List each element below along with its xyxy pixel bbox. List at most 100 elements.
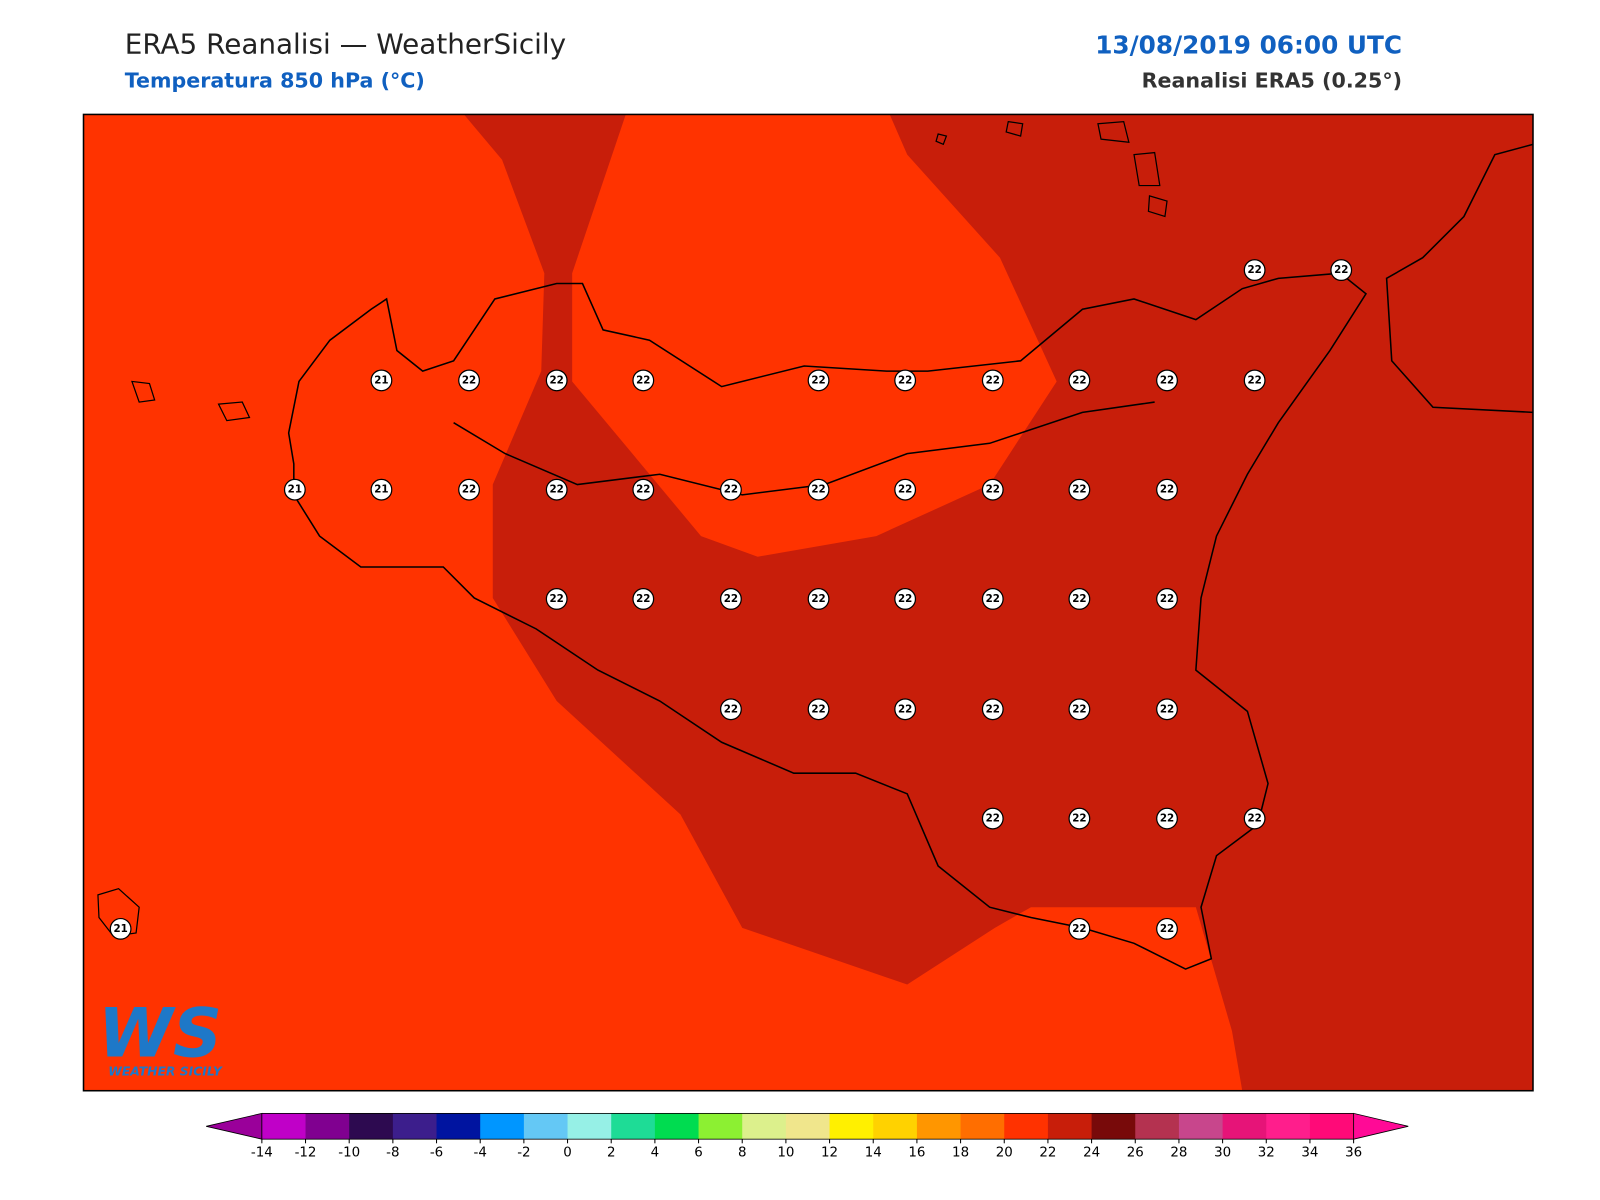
station: 22 [1243, 259, 1266, 282]
colorbar-tick-label: 2 [607, 1146, 616, 1161]
colorbar-tick-label: -14 [251, 1146, 273, 1161]
station-value: 22 [811, 484, 825, 496]
station: 22 [545, 588, 568, 610]
map: 22 22 21 22 22 22 22 22 22 22 22 22 21 21 22 22 22 22 22 22… [82, 113, 1534, 1092]
colorbar-tick-label: 22 [1039, 1146, 1056, 1161]
colorbar-tick-label: -10 [338, 1146, 360, 1161]
colorbar-tick-label: 10 [777, 1146, 794, 1161]
station-marker [894, 478, 917, 501]
station-marker [1068, 588, 1091, 610]
colorbar-swatch [1135, 1113, 1180, 1140]
datetime: 13/08/2019 06:00 UTC [1095, 31, 1402, 60]
station-marker [1243, 369, 1266, 392]
station: 22 [1068, 588, 1091, 610]
station-marker [1156, 369, 1178, 392]
station-value: 22 [462, 374, 476, 386]
station-marker [894, 588, 917, 610]
colorbar-tick-label: -6 [430, 1146, 443, 1161]
colorbar-tick-label: -12 [295, 1146, 317, 1161]
colorbar-swatch [567, 1113, 612, 1140]
station-value: 22 [898, 703, 912, 715]
station-value: 22 [1247, 264, 1261, 276]
colorbar-tick-label: 16 [908, 1146, 925, 1161]
colorbar-tick-label: 14 [865, 1146, 882, 1161]
station-value: 21 [374, 484, 388, 496]
station-marker [545, 588, 568, 610]
station-value: 22 [1160, 593, 1174, 605]
station-value: 22 [898, 593, 912, 605]
station: 22 [981, 807, 1004, 830]
station-marker [370, 369, 393, 392]
colorbar-tick-label: -4 [474, 1146, 487, 1161]
colorbar-swatch [1047, 1113, 1093, 1140]
station-value: 22 [550, 374, 564, 386]
station-marker [720, 588, 742, 610]
colorbar-swatch [742, 1113, 787, 1140]
colorbar-swatch [436, 1113, 481, 1140]
station-marker [1068, 917, 1091, 940]
colorbar-tick-label: 20 [996, 1146, 1013, 1161]
map-frame [82, 113, 1534, 1092]
source: Reanalisi ERA5 (0.25°) [1142, 69, 1402, 93]
station-marker [632, 588, 655, 610]
station-marker [720, 478, 742, 501]
colorbar-swatch [392, 1113, 438, 1140]
station: 22 [632, 369, 655, 392]
station: 22 [981, 588, 1004, 610]
station-marker [807, 478, 830, 501]
station: 22 [807, 478, 830, 501]
station: 21 [370, 478, 393, 501]
station-value: 21 [113, 923, 127, 935]
station-value: 22 [550, 484, 564, 496]
station-value: 22 [462, 484, 476, 496]
station-value: 22 [1072, 813, 1086, 825]
station-marker [981, 698, 1004, 721]
colorbar-swatch [1266, 1113, 1311, 1140]
colorbar-swatch [916, 1113, 962, 1140]
station: 22 [807, 698, 830, 721]
station: 22 [545, 369, 568, 392]
station: 22 [1156, 917, 1178, 940]
coastline [287, 143, 1534, 970]
station-value: 22 [986, 374, 1000, 386]
logo-text: WEATHER SICILY [108, 1064, 223, 1078]
colorbar: -14 -12 -10 -8 -6 -4 -2 0 2 4 6 8 10 12 14 16 18 20 22 24 26… [206, 1112, 1409, 1161]
station-value: 22 [636, 593, 650, 605]
station-marker [1068, 807, 1091, 830]
station-value: 22 [724, 484, 738, 496]
station: 22 [1156, 698, 1178, 721]
station: 22 [1068, 807, 1091, 830]
colorbar-swatch [829, 1113, 874, 1140]
colorbar-tick-label: -8 [386, 1146, 399, 1161]
station: 22 [1156, 588, 1178, 610]
station: 22 [720, 478, 742, 501]
station-marker [1156, 478, 1178, 501]
colorbar-swatch [873, 1113, 918, 1140]
station-value: 22 [898, 374, 912, 386]
colorbar-tick-label: -2 [517, 1146, 530, 1161]
station-value: 22 [811, 703, 825, 715]
station: 22 [894, 478, 917, 501]
logo-mark: WS [98, 995, 222, 1074]
station-marker [1243, 807, 1266, 830]
station-marker [1156, 698, 1178, 721]
colorbar-tick-label: 36 [1345, 1146, 1362, 1161]
colorbar-tick-label: 4 [651, 1146, 660, 1161]
station: 22 [632, 478, 655, 501]
colorbar-tick-label: 18 [952, 1146, 969, 1161]
station-value: 22 [986, 593, 1000, 605]
station-marker [1330, 259, 1353, 282]
station-marker [981, 807, 1004, 830]
station-marker [632, 369, 655, 392]
colorbar-tick-label: 0 [563, 1146, 572, 1161]
station: 22 [981, 478, 1004, 501]
colorbar-swatch [261, 1113, 307, 1140]
station-marker [545, 478, 568, 501]
station-marker [370, 478, 393, 501]
station-value: 22 [986, 813, 1000, 825]
station-marker [109, 917, 132, 940]
station-marker [981, 369, 1004, 392]
station: 22 [458, 478, 480, 501]
station-value: 22 [1160, 374, 1174, 386]
station-marker [1156, 588, 1178, 610]
